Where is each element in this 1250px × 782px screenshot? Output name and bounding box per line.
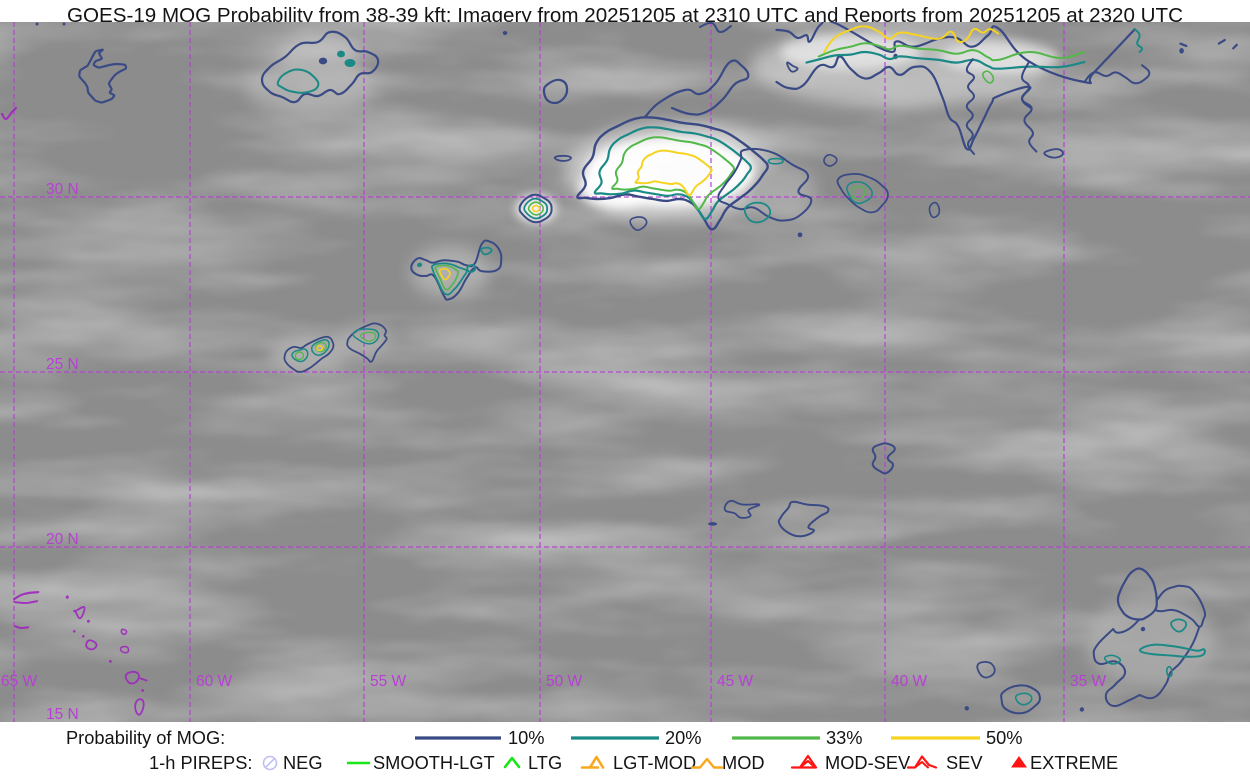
svg-text:LGT-MOD: LGT-MOD bbox=[613, 752, 696, 773]
svg-text:15 N: 15 N bbox=[46, 706, 79, 722]
svg-text:LTG: LTG bbox=[528, 752, 562, 773]
svg-text:MOD-SEV: MOD-SEV bbox=[825, 752, 911, 773]
svg-text:1-h PIREPS:: 1-h PIREPS: bbox=[149, 752, 252, 773]
svg-text:Probability of MOG:: Probability of MOG: bbox=[66, 727, 225, 748]
svg-text:50%: 50% bbox=[986, 727, 1023, 748]
svg-text:EXTREME: EXTREME bbox=[1030, 752, 1118, 773]
svg-text:NEG: NEG bbox=[283, 752, 323, 773]
svg-text:65 W: 65 W bbox=[1, 673, 38, 690]
svg-text:MOD: MOD bbox=[722, 752, 765, 773]
svg-text:35 W: 35 W bbox=[1070, 673, 1107, 690]
svg-text:25 N: 25 N bbox=[46, 356, 79, 373]
svg-text:45 W: 45 W bbox=[717, 673, 754, 690]
svg-text:SEV: SEV bbox=[946, 752, 983, 773]
svg-text:30 N: 30 N bbox=[46, 181, 79, 198]
svg-text:60 W: 60 W bbox=[196, 673, 233, 690]
svg-text:10%: 10% bbox=[508, 727, 545, 748]
svg-text:33%: 33% bbox=[826, 727, 863, 748]
svg-text:20%: 20% bbox=[665, 727, 702, 748]
svg-text:55 W: 55 W bbox=[370, 673, 407, 690]
svg-text:50 W: 50 W bbox=[546, 673, 583, 690]
svg-text:20 N: 20 N bbox=[46, 531, 79, 548]
svg-text:40 W: 40 W bbox=[891, 673, 928, 690]
svg-text:SMOOTH-LGT: SMOOTH-LGT bbox=[373, 752, 495, 773]
